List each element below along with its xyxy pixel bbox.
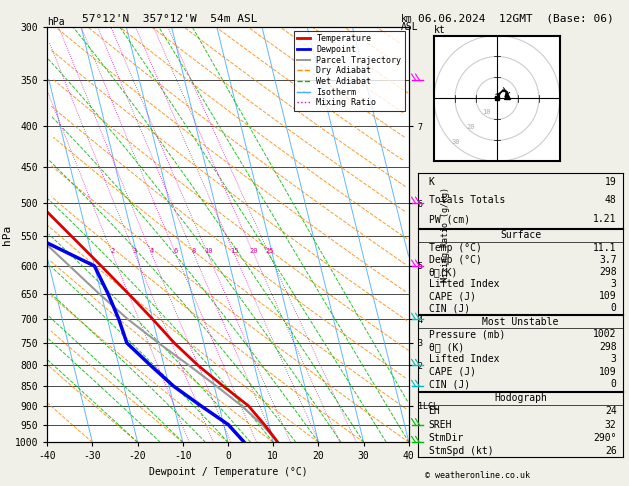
- Text: 24: 24: [605, 406, 616, 417]
- Text: 1002: 1002: [593, 329, 616, 339]
- Text: 20: 20: [250, 248, 258, 254]
- Text: 10: 10: [204, 248, 212, 254]
- Text: Lifted Index: Lifted Index: [428, 354, 499, 364]
- Text: 19: 19: [605, 177, 616, 187]
- Legend: Temperature, Dewpoint, Parcel Trajectory, Dry Adiabat, Wet Adiabat, Isotherm, Mi: Temperature, Dewpoint, Parcel Trajectory…: [294, 31, 404, 110]
- Text: 11.1: 11.1: [593, 243, 616, 253]
- Text: StmSpd (kt): StmSpd (kt): [428, 446, 493, 456]
- X-axis label: Dewpoint / Temperature (°C): Dewpoint / Temperature (°C): [148, 467, 308, 477]
- Text: kt: kt: [434, 25, 446, 35]
- Text: Lifted Index: Lifted Index: [428, 279, 499, 289]
- Text: Surface: Surface: [500, 230, 541, 241]
- Text: Temp (°C): Temp (°C): [428, 243, 481, 253]
- Text: 30: 30: [452, 139, 460, 145]
- Text: 290°: 290°: [593, 433, 616, 443]
- Text: EH: EH: [428, 406, 440, 417]
- Text: 109: 109: [599, 367, 616, 377]
- Text: 20: 20: [467, 123, 476, 130]
- Text: 57°12'N  357°12'W  54m ASL: 57°12'N 357°12'W 54m ASL: [82, 14, 257, 24]
- Text: 2: 2: [111, 248, 114, 254]
- Text: 3: 3: [133, 248, 137, 254]
- Text: 0: 0: [611, 380, 616, 389]
- Text: 26: 26: [605, 446, 616, 456]
- Text: K: K: [428, 177, 435, 187]
- Text: 3.7: 3.7: [599, 255, 616, 265]
- Text: hPa: hPa: [47, 17, 65, 27]
- Text: Dewp (°C): Dewp (°C): [428, 255, 481, 265]
- Text: km: km: [401, 14, 413, 24]
- Text: Hodograph: Hodograph: [494, 393, 547, 403]
- Text: PW (cm): PW (cm): [428, 214, 470, 224]
- Text: 3: 3: [611, 279, 616, 289]
- Text: CAPE (J): CAPE (J): [428, 291, 476, 301]
- Text: θᴄ (K): θᴄ (K): [428, 342, 464, 352]
- Text: 06.06.2024  12GMT  (Base: 06): 06.06.2024 12GMT (Base: 06): [418, 14, 614, 24]
- Text: 109: 109: [599, 291, 616, 301]
- Text: SREH: SREH: [428, 419, 452, 430]
- Text: Pressure (mb): Pressure (mb): [428, 329, 505, 339]
- Text: 48: 48: [605, 195, 616, 206]
- Text: CIN (J): CIN (J): [428, 303, 470, 313]
- Text: 298: 298: [599, 267, 616, 277]
- Text: 3: 3: [611, 354, 616, 364]
- Text: Totals Totals: Totals Totals: [428, 195, 505, 206]
- Text: 8: 8: [192, 248, 196, 254]
- Text: 4: 4: [150, 248, 154, 254]
- Text: StmDir: StmDir: [428, 433, 464, 443]
- Text: 32: 32: [605, 419, 616, 430]
- Text: 0: 0: [611, 303, 616, 313]
- Y-axis label: hPa: hPa: [2, 225, 12, 244]
- Text: CAPE (J): CAPE (J): [428, 367, 476, 377]
- Text: Most Unstable: Most Unstable: [482, 317, 559, 327]
- Y-axis label: Mixing Ratio (g/kg): Mixing Ratio (g/kg): [441, 187, 450, 282]
- Text: θᴄ(K): θᴄ(K): [428, 267, 458, 277]
- Text: 6: 6: [174, 248, 178, 254]
- Text: © weatheronline.co.uk: © weatheronline.co.uk: [425, 471, 530, 480]
- Text: 1.21: 1.21: [593, 214, 616, 224]
- Text: ASL: ASL: [401, 22, 419, 32]
- Text: 15: 15: [230, 248, 239, 254]
- Text: 25: 25: [265, 248, 274, 254]
- Text: CIN (J): CIN (J): [428, 380, 470, 389]
- Text: 10: 10: [482, 108, 491, 115]
- Text: 298: 298: [599, 342, 616, 352]
